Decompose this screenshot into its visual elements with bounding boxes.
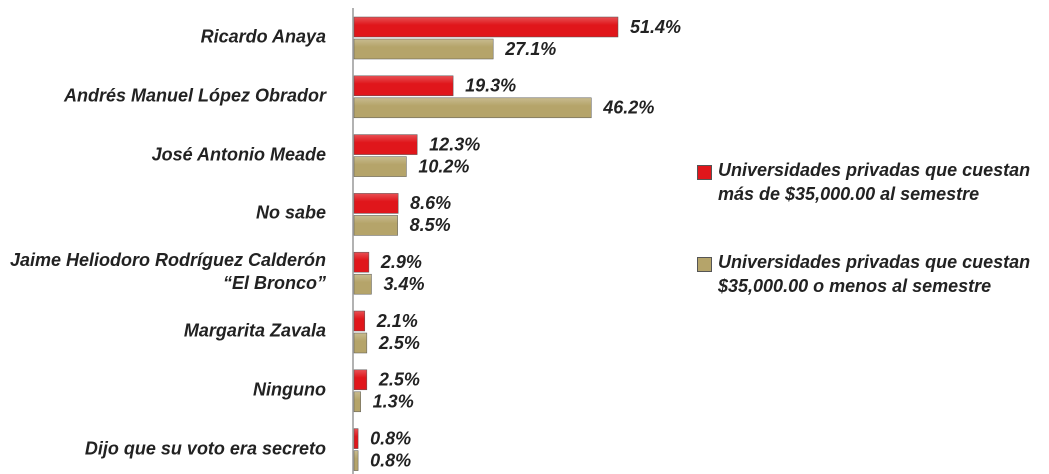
category-label: No sabe bbox=[255, 202, 326, 223]
value-label: 2.5% bbox=[378, 370, 420, 390]
value-label: 2.1% bbox=[376, 311, 418, 331]
category-label: Ninguno bbox=[253, 379, 326, 400]
value-label: 3.4% bbox=[383, 274, 424, 294]
value-label: 8.6% bbox=[410, 193, 451, 213]
category-label: Andrés Manuel López Obrador bbox=[63, 85, 326, 106]
value-label: 0.8% bbox=[370, 428, 411, 448]
value-label: 0.8% bbox=[370, 450, 411, 470]
bar bbox=[353, 251, 370, 273]
legend-swatch bbox=[697, 165, 712, 180]
legend-label: Universidades privadas que cuestan más d… bbox=[718, 160, 1031, 204]
value-label: 12.3% bbox=[429, 134, 480, 154]
legend-label: Universidades privadas que cuestan $35,0… bbox=[718, 252, 1031, 296]
value-label: 51.4% bbox=[630, 17, 681, 37]
bar bbox=[353, 273, 372, 295]
bar bbox=[353, 193, 399, 214]
bar bbox=[353, 97, 592, 119]
value-label: 46.2% bbox=[602, 98, 654, 118]
bar bbox=[353, 310, 366, 332]
bar bbox=[353, 156, 407, 177]
legend-swatch bbox=[697, 257, 712, 272]
value-label: 2.5% bbox=[378, 333, 420, 353]
category-label: Ricardo Anaya bbox=[200, 26, 326, 47]
category-label: José Antonio Meade bbox=[151, 144, 326, 165]
value-label: 27.1% bbox=[504, 39, 556, 59]
bar bbox=[353, 134, 418, 155]
value-label: 1.3% bbox=[373, 392, 414, 412]
bar bbox=[353, 391, 361, 413]
category-label: Dijo que su voto era secreto bbox=[84, 438, 326, 459]
bar bbox=[353, 428, 359, 449]
value-label: 19.3% bbox=[465, 76, 516, 96]
bar bbox=[353, 75, 454, 97]
value-label: 2.9% bbox=[380, 252, 422, 272]
bar bbox=[353, 450, 359, 471]
bar bbox=[353, 16, 619, 38]
bar bbox=[353, 38, 494, 60]
bar bbox=[353, 332, 368, 354]
category-label: Margarita Zavala bbox=[183, 320, 326, 341]
bar bbox=[353, 369, 368, 391]
bar bbox=[353, 215, 398, 236]
value-label: 10.2% bbox=[418, 156, 469, 176]
category-label: Jaime Heliodoro Rodríguez Calderón “El B… bbox=[9, 250, 326, 294]
value-label: 8.5% bbox=[410, 215, 451, 235]
